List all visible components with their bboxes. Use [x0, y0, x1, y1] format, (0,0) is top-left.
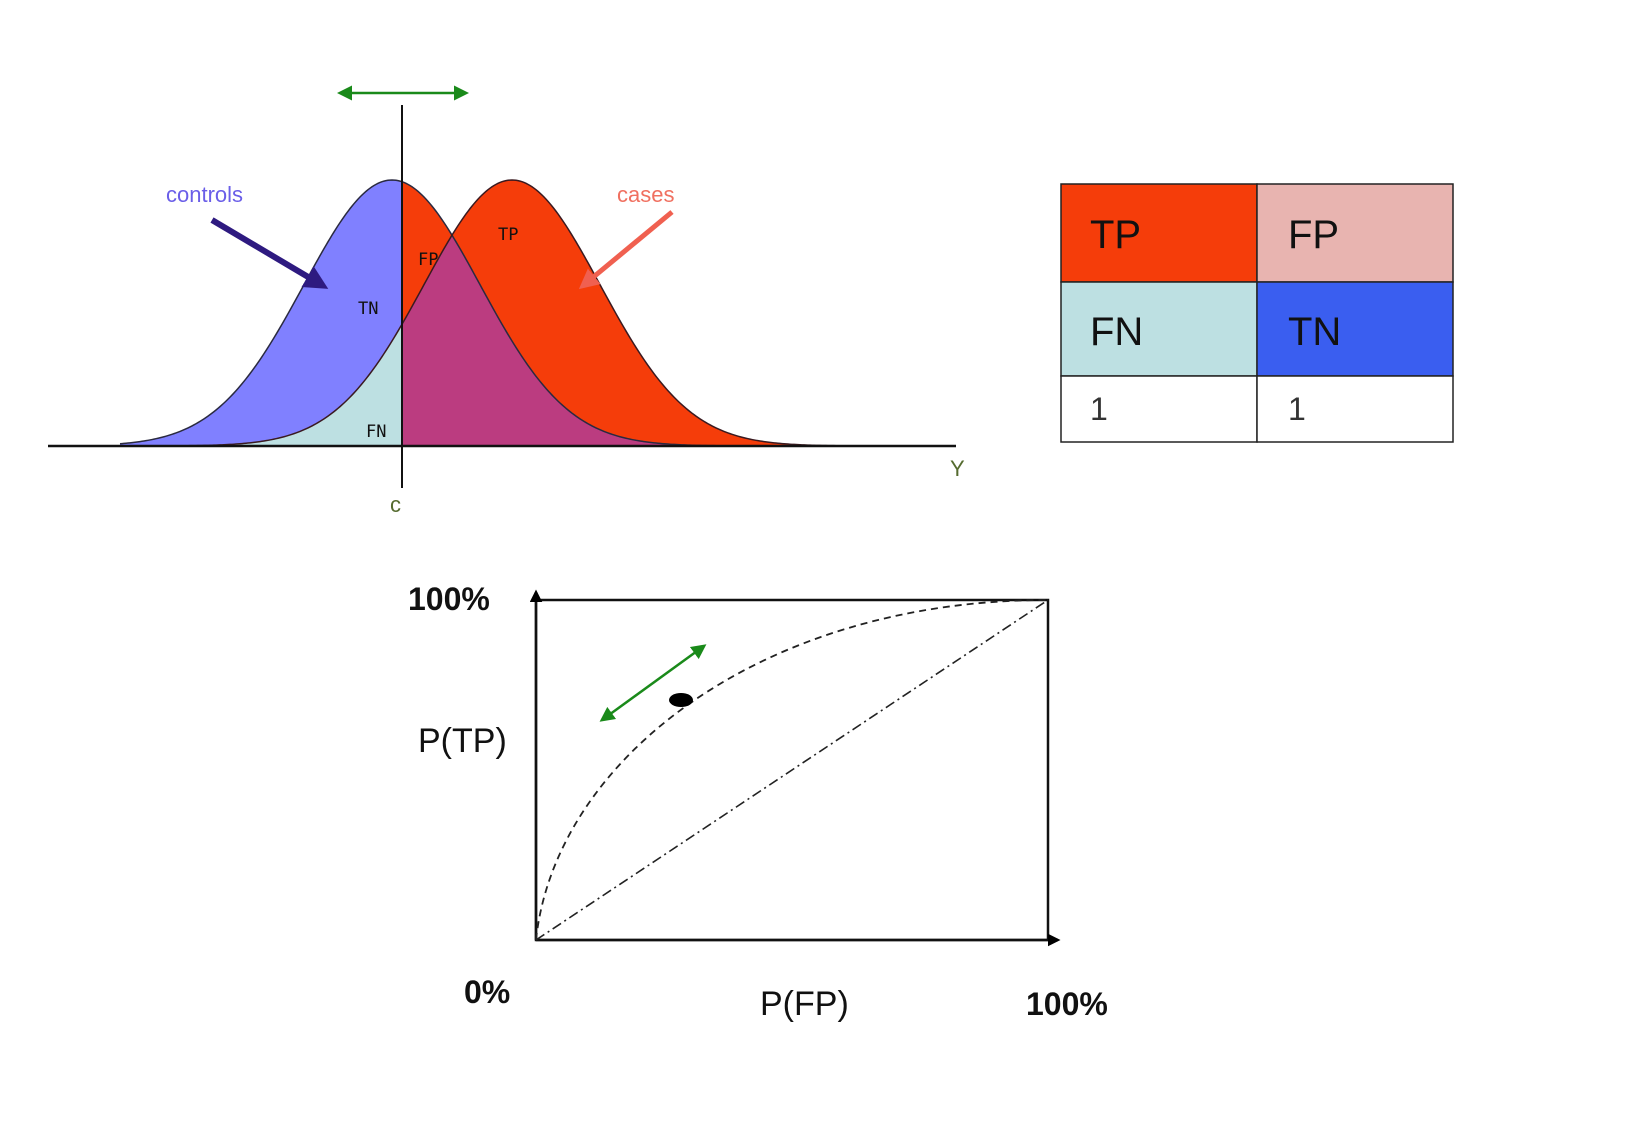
tp-label: TP	[498, 225, 518, 245]
y-axis-label: Y	[950, 456, 965, 481]
cell-fn-text: FN	[1090, 310, 1143, 354]
roc-x-max-label: 100%	[1026, 986, 1108, 1022]
cell-row3-left-text: 1	[1090, 391, 1108, 427]
roc-x-axis-label: P(FP)	[760, 985, 849, 1023]
cell-tn-text: TN	[1288, 310, 1341, 354]
cell-row3-right	[1257, 376, 1453, 442]
cell-tp-text: TP	[1090, 213, 1141, 257]
cases-label: cases	[617, 182, 674, 207]
controls-label: controls	[166, 182, 243, 207]
operating-point-shift-arrow	[602, 646, 704, 720]
chance-diagonal	[536, 600, 1048, 940]
cell-row3-right-text: 1	[1288, 391, 1306, 427]
roc-origin-label: 0%	[464, 974, 510, 1010]
operating-point	[669, 693, 693, 707]
cell-fp	[1257, 184, 1453, 282]
controls-pointer-arrow	[212, 220, 320, 284]
fp-label: FP	[418, 250, 438, 270]
threshold-label: c	[390, 492, 401, 517]
confusion-table: TP FP FN TN 1 1	[1061, 184, 1453, 442]
cell-fp-text: FP	[1288, 213, 1339, 257]
cases-pointer-arrow	[585, 212, 672, 284]
distribution-plot: controls cases TN FP TP FN Y c	[48, 93, 965, 517]
roc-y-max-label: 100%	[408, 581, 490, 617]
roc-plot: 100% P(TP) 0% P(FP) 100%	[408, 581, 1108, 1023]
fn-label: FN	[366, 422, 386, 442]
cell-tn	[1257, 282, 1453, 376]
roc-y-axis-label: P(TP)	[418, 722, 507, 760]
tn-label: TN	[358, 299, 378, 319]
